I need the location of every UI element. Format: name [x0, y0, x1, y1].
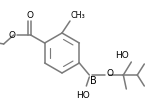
Text: CH₃: CH₃	[71, 12, 86, 20]
Text: HO: HO	[76, 91, 90, 100]
Text: O: O	[8, 30, 15, 39]
Text: B: B	[90, 76, 97, 86]
Text: O: O	[107, 70, 114, 79]
Text: O: O	[26, 10, 33, 20]
Text: HO: HO	[116, 51, 129, 60]
